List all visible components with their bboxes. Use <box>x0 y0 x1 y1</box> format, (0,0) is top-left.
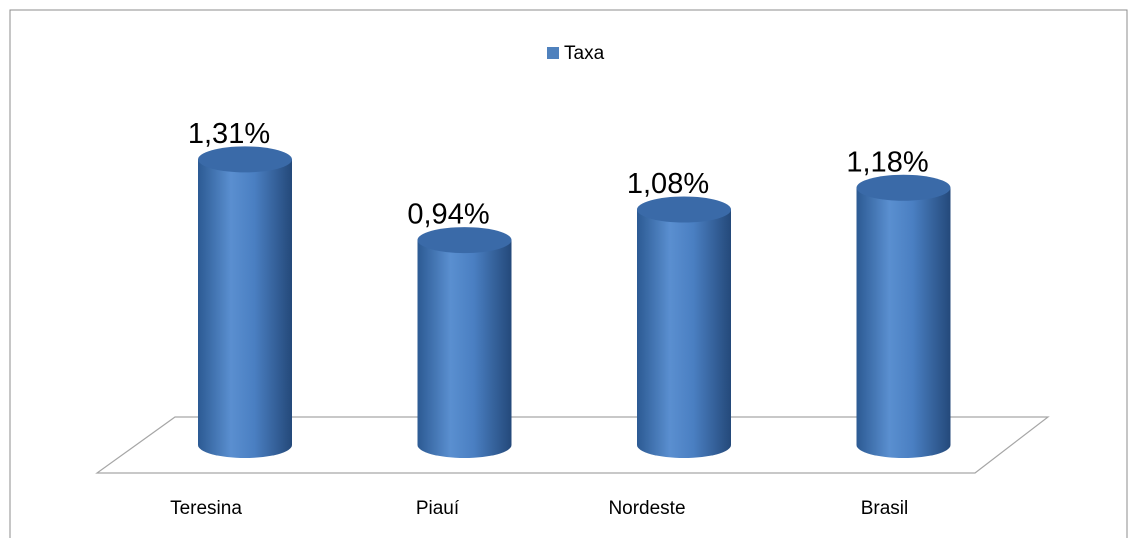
data-label: 0,94% <box>407 199 489 231</box>
cylinder-body <box>417 240 512 458</box>
data-label: 1,18% <box>846 146 928 178</box>
cylinder-body <box>198 159 292 459</box>
legend-swatch <box>547 47 559 59</box>
cylinder-top <box>637 196 731 223</box>
cylinder-top <box>198 146 292 173</box>
legend: Taxa <box>547 43 605 64</box>
data-label: 1,08% <box>627 168 709 200</box>
legend-label: Taxa <box>564 43 605 64</box>
cylinder <box>637 196 731 458</box>
cylinder <box>198 146 292 459</box>
chart-border <box>9 9 1128 538</box>
floor <box>95 416 1050 474</box>
cylinder-body <box>637 209 731 458</box>
x-tick-label: Brasil <box>861 498 909 519</box>
cylinder <box>856 174 951 458</box>
cylinder-top <box>856 174 951 201</box>
data-label: 1,31% <box>188 118 270 150</box>
cylinder <box>417 227 512 458</box>
x-tick-label: Piauí <box>416 498 460 519</box>
cylinder-top <box>417 227 512 254</box>
cylinder-body <box>856 187 951 458</box>
x-tick-label: Nordeste <box>608 498 685 519</box>
x-tick-label: Teresina <box>170 498 242 519</box>
